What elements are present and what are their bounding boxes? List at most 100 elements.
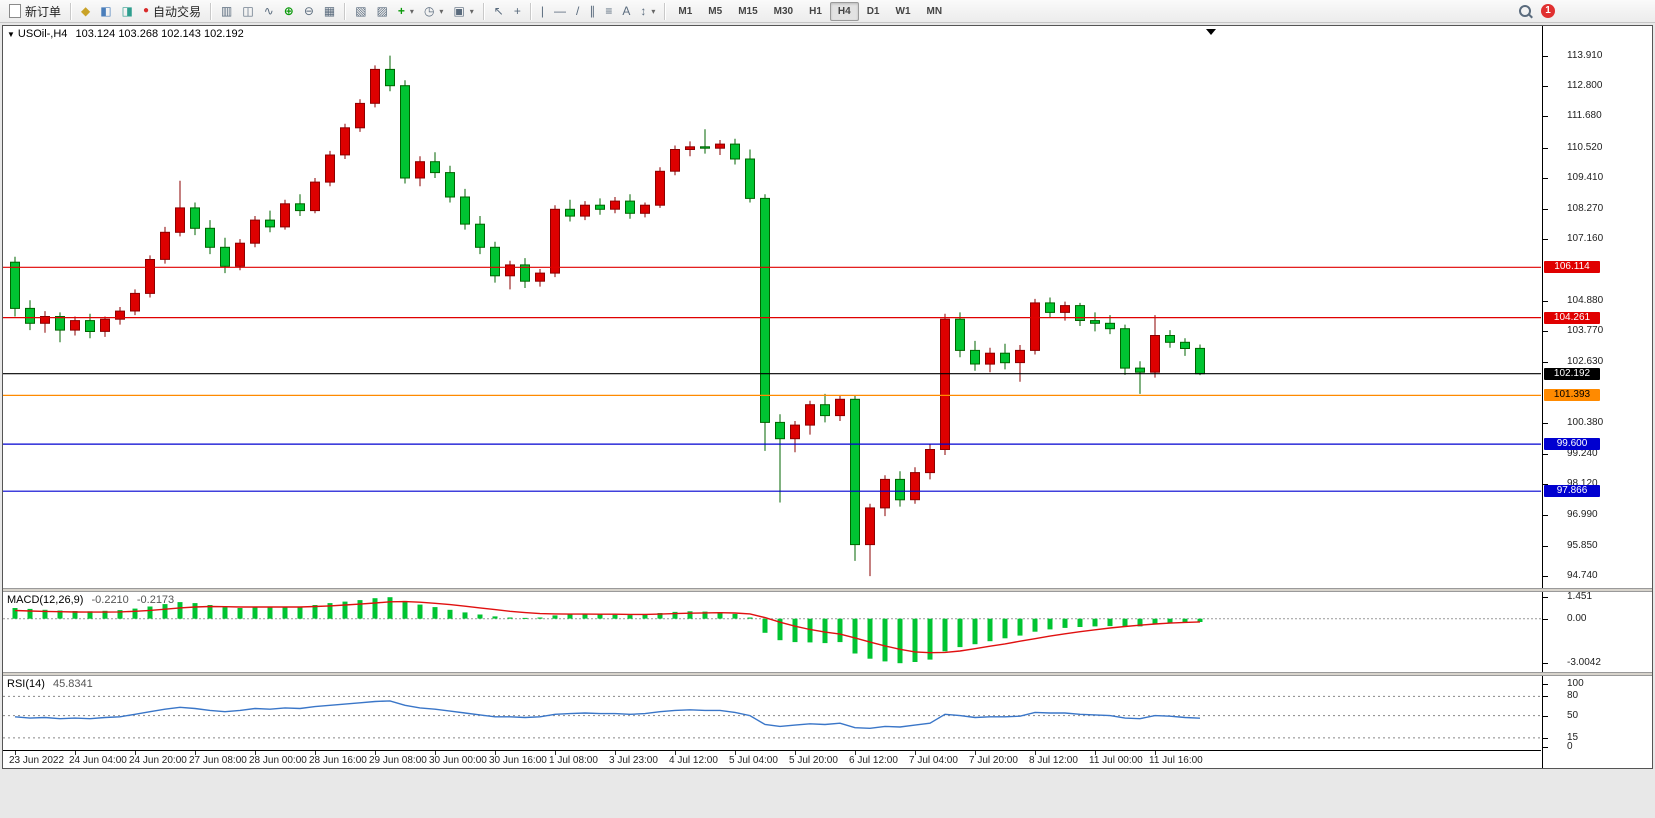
- toolbar-separator: [529, 2, 532, 20]
- symbol-period-label: USOil-,H4: [17, 28, 68, 40]
- template-icon: ▣: [453, 4, 465, 18]
- timeframe-m15-button[interactable]: M15: [738, 5, 758, 17]
- vertical-line-tool-icon[interactable]: |: [540, 4, 544, 18]
- price-axis-label: 0.00: [1567, 612, 1587, 624]
- time-axis-label: 6 Jul 12:00: [849, 755, 898, 766]
- navigator-icon[interactable]: ◧: [100, 4, 112, 18]
- terminal-icon[interactable]: ◨: [121, 4, 133, 18]
- axis-tick: [1543, 696, 1548, 698]
- axis-tick: [495, 751, 496, 755]
- timeframe-h1-button[interactable]: H1: [809, 5, 822, 17]
- time-axis-label: 29 Jun 08:00: [369, 755, 427, 766]
- tile-windows-icon[interactable]: ▦: [323, 4, 336, 18]
- axis-tick: [1543, 597, 1548, 599]
- price-axis[interactable]: 113.910 112.800 111.680 110.520 109.410 108.2…: [1542, 26, 1652, 768]
- pane-splitter-rsi[interactable]: [3, 672, 1652, 676]
- axis-tick: [1543, 300, 1548, 302]
- chevron-down-icon: ▾: [651, 6, 656, 16]
- axis-tick: [975, 751, 976, 755]
- price-tag: 106.114: [1544, 261, 1600, 274]
- timeframe-h4-button[interactable]: H4: [829, 1, 859, 21]
- chevron-down-icon: ▾: [409, 6, 414, 16]
- price-axis-label: 99.240: [1567, 447, 1598, 459]
- notification-badge[interactable]: 1: [1541, 4, 1555, 18]
- price-tag: 102.192: [1544, 367, 1600, 380]
- arrow-tool-button[interactable]: ↕ ▾: [635, 3, 660, 19]
- macd-chart-canvas[interactable]: [3, 592, 1541, 672]
- toolbar-separator: [344, 2, 347, 20]
- candlestick-mode-icon[interactable]: ◫: [242, 4, 254, 18]
- macd-name: MACD(12,26,9): [7, 594, 84, 606]
- timeframe-mn-button[interactable]: MN: [926, 5, 943, 17]
- time-axis[interactable]: 23 Jun 2022 24 Jun 04:00 24 Jun 20:00 27 Ju…: [3, 750, 1541, 768]
- rsi-readout: RSI(14) 45.8341: [7, 678, 93, 690]
- rsi-indicator-pane[interactable]: RSI(14) 45.8341: [3, 676, 1541, 750]
- time-axis-label: 11 Jul 16:00: [1149, 755, 1203, 766]
- zoom-out-icon[interactable]: ⊖: [303, 4, 314, 18]
- axis-tick: [1543, 453, 1548, 455]
- axis-tick: [375, 751, 376, 755]
- timeframe-d1-button[interactable]: D1: [866, 5, 880, 17]
- macd-indicator-pane[interactable]: MACD(12,26,9) -0.2210 -0.2173: [3, 592, 1541, 672]
- axis-tick: [1543, 147, 1548, 149]
- time-axis-label: 7 Jul 20:00: [969, 755, 1018, 766]
- main-price-pane[interactable]: ▼ USOil-,H4 103.124 103.268 102.143 102.1…: [3, 26, 1541, 588]
- price-axis-label: 50: [1567, 709, 1579, 721]
- timeframe-m5-button[interactable]: M5: [708, 5, 723, 17]
- axis-tick: [855, 751, 856, 755]
- templates-button[interactable]: ▣ ▾: [448, 3, 478, 19]
- cursor-tool-icon[interactable]: ↖: [493, 4, 504, 18]
- autotrading-button[interactable]: ● 自动交易: [138, 2, 206, 21]
- axis-tick: [1543, 238, 1548, 240]
- channel-tool-icon[interactable]: ∥: [589, 4, 596, 18]
- price-tag: 97.866: [1544, 485, 1600, 498]
- cascade-windows-icon[interactable]: ▨: [376, 4, 388, 18]
- periods-button[interactable]: ◷ ▾: [419, 3, 449, 19]
- horizontal-line-tool-icon[interactable]: —: [554, 4, 566, 18]
- symbol-dropdown-icon[interactable]: ▼: [7, 30, 15, 39]
- fibonacci-tool-icon[interactable]: ≡: [605, 4, 613, 18]
- add-indicator-button[interactable]: + ▾: [393, 3, 419, 19]
- axis-tick: [915, 751, 916, 755]
- axis-tick: [315, 751, 316, 755]
- time-axis-label: 30 Jun 00:00: [429, 755, 487, 766]
- price-axis-label: 96.990: [1567, 508, 1598, 520]
- timeframe-m30-button[interactable]: M30: [773, 5, 794, 17]
- new-order-button[interactable]: 新订单: [4, 2, 66, 21]
- time-axis-label: 3 Jul 23:00: [609, 755, 658, 766]
- timeframe-w1-button[interactable]: W1: [895, 5, 911, 17]
- arrange-windows-icon[interactable]: ▧: [355, 4, 367, 18]
- timeframe-m1-button[interactable]: M1: [678, 5, 693, 17]
- axis-tick: [15, 751, 16, 755]
- bar-chart-mode-icon[interactable]: ▥: [221, 4, 233, 18]
- axis-tick: [195, 751, 196, 755]
- price-axis-label: 100: [1567, 677, 1584, 689]
- search-icon[interactable]: [1519, 5, 1531, 17]
- price-axis-label: 15: [1567, 731, 1579, 743]
- pane-splitter-macd[interactable]: [3, 588, 1652, 592]
- price-axis-label: 111.680: [1567, 110, 1602, 122]
- macd-main-value: -0.2210: [91, 594, 129, 606]
- trendline-tool-icon[interactable]: /: [576, 4, 580, 18]
- axis-tick: [1543, 545, 1548, 547]
- clock-icon: ◷: [423, 4, 435, 18]
- axis-tick: [75, 751, 76, 755]
- crosshair-tool-icon[interactable]: +: [513, 4, 521, 18]
- axis-tick: [1543, 116, 1548, 118]
- axis-tick: [1543, 747, 1548, 749]
- rsi-chart-canvas[interactable]: [3, 676, 1541, 750]
- axis-tick: [1543, 177, 1548, 179]
- market-watch-icon[interactable]: ◆: [81, 4, 91, 18]
- text-tool-icon[interactable]: A: [622, 4, 631, 18]
- rsi-name: RSI(14): [7, 678, 45, 690]
- chevron-down-icon: ▾: [439, 6, 444, 16]
- time-axis-label: 23 Jun 2022: [9, 755, 65, 766]
- toolbar-separator: [210, 2, 212, 20]
- line-chart-mode-icon[interactable]: ∿: [263, 4, 274, 18]
- price-axis-label: 104.880: [1567, 294, 1604, 306]
- price-axis-label: -3.0042: [1567, 657, 1601, 669]
- candlestick-chart-canvas[interactable]: [3, 26, 1541, 588]
- zoom-in-icon[interactable]: ⊕: [283, 4, 294, 18]
- axis-tick: [795, 751, 796, 755]
- axis-tick: [1543, 208, 1548, 210]
